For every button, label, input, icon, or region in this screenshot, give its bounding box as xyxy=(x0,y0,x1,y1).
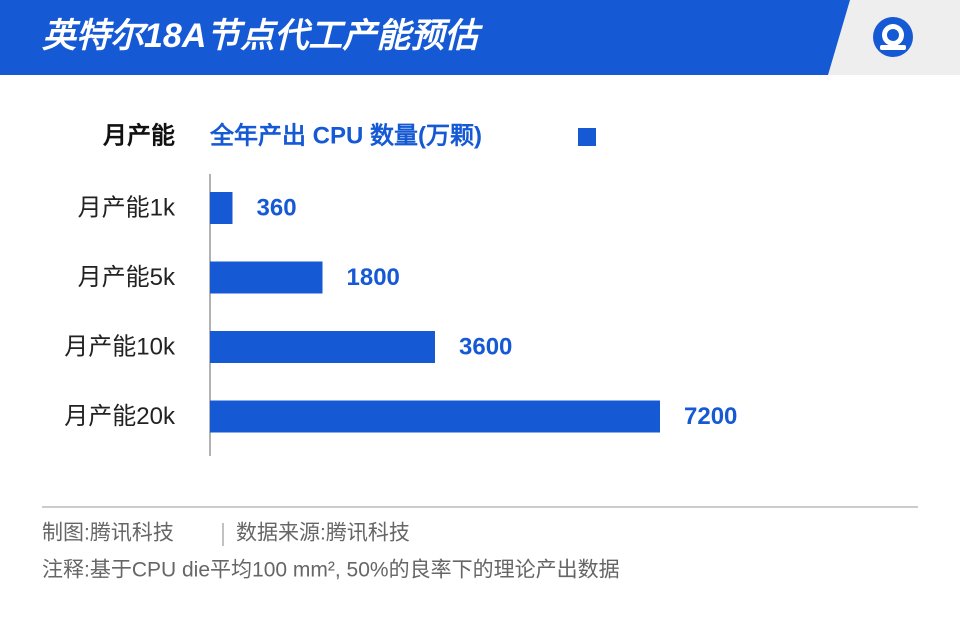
bar xyxy=(210,331,435,363)
value-label: 3600 xyxy=(459,333,512,360)
y-tick-label: 月产能10k xyxy=(64,333,176,360)
y-axis-label: 月产能 xyxy=(102,121,175,149)
bar xyxy=(210,261,323,294)
chart-title: 英特尔18A节点代工产能预估 xyxy=(42,17,483,55)
value-label: 360 xyxy=(257,194,297,221)
legend-label: 全年产出 CPU 数量(万颗) xyxy=(209,121,482,149)
value-label: 1800 xyxy=(347,264,400,291)
y-tick-label: 月产能5k xyxy=(78,264,176,291)
bar xyxy=(210,192,233,224)
header-band xyxy=(0,0,850,75)
legend-swatch xyxy=(578,128,596,146)
credit: 制图:腾讯科技 xyxy=(42,522,174,545)
y-tick-label: 月产能20k xyxy=(64,403,176,430)
y-tick-label: 月产能1k xyxy=(78,194,176,221)
note: 注释:基于CPU die平均100 mm², 50%的良率下的理论产出数据 xyxy=(42,559,620,582)
source: 数据来源:腾讯科技 xyxy=(236,522,410,545)
logo xyxy=(873,17,913,57)
value-label: 7200 xyxy=(684,403,737,430)
bar xyxy=(210,400,660,433)
